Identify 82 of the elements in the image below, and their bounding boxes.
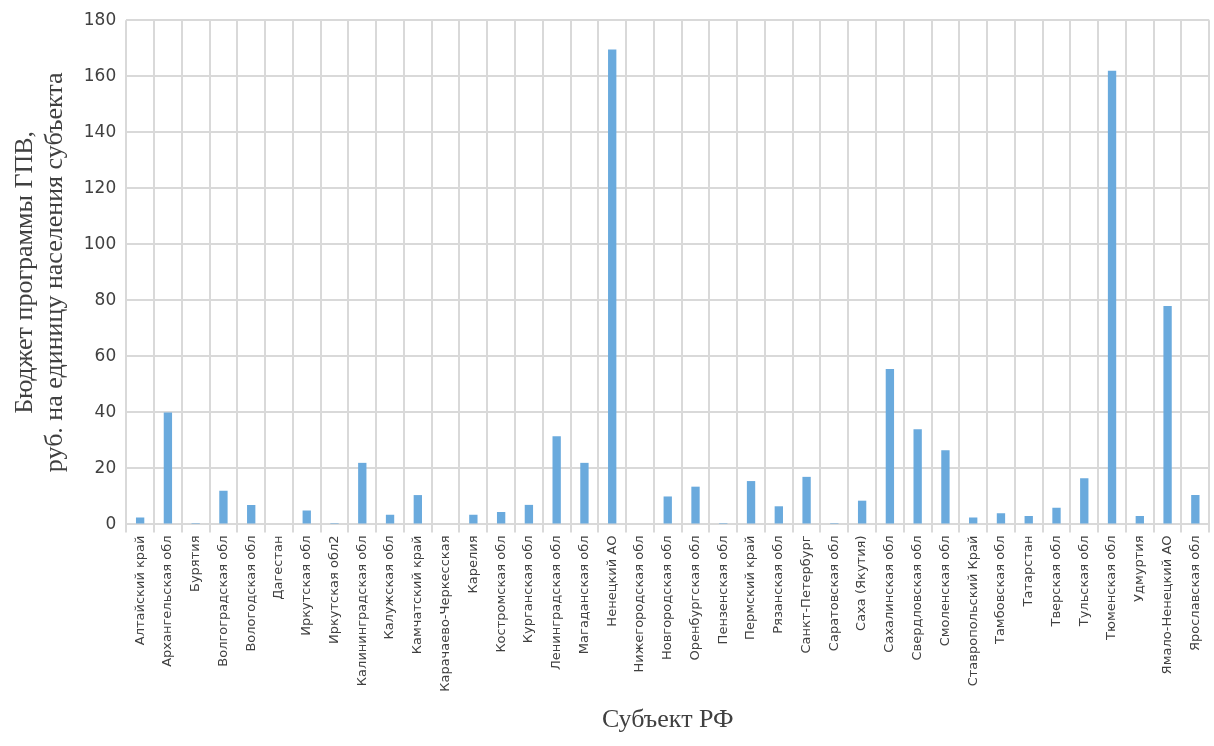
x-tick-label: Нижегородская обл	[631, 535, 647, 673]
bar	[746, 481, 756, 524]
y-tick-label: 160	[83, 64, 117, 85]
bar	[413, 495, 422, 524]
bar	[247, 504, 256, 524]
y-tick-label: 100	[83, 232, 117, 253]
bar	[302, 510, 311, 524]
x-tick-label: Вологодская обл	[242, 535, 258, 652]
bar	[1163, 305, 1172, 524]
x-tick-label: Курганская обл	[520, 535, 536, 644]
x-tick-label: Ненецкий АО	[603, 535, 619, 627]
x-tick-label: Магаданская обл	[575, 535, 591, 655]
x-tick-label: Ярославская обл	[1186, 535, 1202, 652]
x-tick-label: Тверская обл	[1047, 535, 1063, 628]
x-tick-label: Тюменская обл	[1103, 535, 1119, 641]
y-tick-label: 60	[94, 344, 117, 365]
y-tick-label: 140	[83, 120, 117, 141]
x-tick-label: Саратовская обл	[825, 535, 841, 652]
bar	[1191, 495, 1200, 524]
bar	[469, 514, 478, 524]
y-tick-label: 80	[94, 288, 117, 309]
bar	[1080, 478, 1089, 524]
x-tick-label: Удмуртия	[1131, 535, 1147, 602]
x-tick-label: Санкт-Петербург	[797, 535, 813, 654]
y-axis-title: Бюджет программы ГПВ, руб. на единицу населения субъекта	[8, 72, 68, 473]
bar	[885, 369, 895, 524]
bar	[163, 412, 173, 524]
x-tick-label: Тамбовская обл	[992, 535, 1008, 646]
x-tick-label: Смоленская обл	[936, 535, 952, 647]
bar	[1107, 70, 1117, 524]
bar	[496, 511, 506, 524]
bar	[580, 462, 589, 524]
bar	[358, 462, 367, 524]
bar	[663, 496, 672, 524]
y-tick-label: 20	[94, 456, 117, 477]
x-tick-label: Саха (Якутия)	[853, 535, 869, 631]
x-tick-label: Свердловская обл	[909, 535, 925, 661]
x-tick-label: Карачаево-Черкесская	[436, 535, 452, 692]
x-tick-label: Калининградская обл	[353, 535, 369, 687]
x-tick-label: Костромская обл	[492, 535, 508, 653]
x-tick-label: Новгородская обл	[659, 535, 675, 661]
bar	[691, 486, 700, 524]
x-tick-label: Алтайский край	[131, 535, 147, 646]
bar	[1052, 507, 1061, 524]
x-tick-label: Бурятия	[187, 535, 203, 593]
x-tick-label: Оренбургская обл	[686, 535, 702, 661]
x-axis-title: Субъект РФ	[601, 704, 734, 734]
y-tick-label: 180	[83, 8, 117, 29]
x-tick-label: Ямало-Ненецкий АО	[1158, 535, 1174, 675]
x-tick-label: Дагестан	[270, 535, 286, 600]
x-tick-label: Иркутская обл	[298, 535, 314, 636]
bar	[524, 504, 534, 524]
bar	[608, 49, 617, 524]
x-tick-label: Иркутская обл2	[325, 535, 341, 645]
bar	[552, 436, 561, 524]
y-tick-label: 40	[94, 400, 117, 421]
bar	[969, 517, 978, 524]
x-tick-label: Карелия	[464, 535, 480, 594]
bar	[941, 450, 950, 524]
bar	[1135, 516, 1144, 524]
bar	[774, 506, 783, 524]
x-tick-label: Камчатский край	[409, 535, 425, 655]
x-tick-label: Архангельская обл	[159, 535, 175, 667]
bar	[913, 429, 922, 524]
bar	[1024, 516, 1033, 524]
x-tick-label: Пермский край	[742, 535, 758, 640]
y-tick-label: 120	[83, 176, 117, 197]
bar	[857, 500, 867, 524]
bar	[135, 517, 145, 524]
x-tick-label: Волгоградская обл	[214, 535, 230, 667]
x-tick-label: Ставропольский Край	[964, 535, 980, 687]
y-tick-label: 0	[105, 512, 117, 533]
x-tick-label: Калужская обл	[381, 535, 397, 640]
x-tick-label: Тульская обл	[1075, 535, 1091, 628]
x-tick-label: Татарстан	[1020, 535, 1036, 608]
bar	[802, 476, 811, 524]
x-tick-label: Сахалинская обл	[881, 535, 897, 653]
x-tick-label: Рязанская обл	[770, 535, 786, 634]
x-tick-label: Пензенская обл	[714, 535, 730, 645]
bar	[996, 513, 1006, 524]
x-tick-label: Ленинградская обл	[548, 535, 564, 670]
bar	[219, 490, 228, 524]
